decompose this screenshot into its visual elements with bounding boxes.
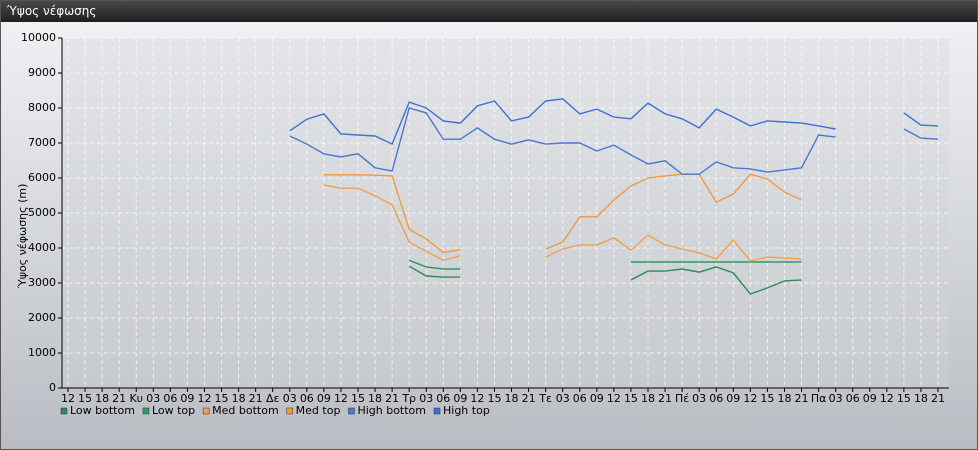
x-tick-label: 09: [590, 392, 604, 405]
x-tick-label: 15: [760, 392, 774, 405]
x-tick-label: 21: [522, 392, 536, 405]
y-axis-label: Ύψος νέφωσης (m): [16, 184, 29, 290]
x-tick-label: 15: [215, 392, 229, 405]
series-line: [323, 173, 802, 254]
x-tick-label: 06: [300, 392, 314, 405]
x-tick-label: 18: [95, 392, 109, 405]
legend-label: Med bottom: [212, 404, 279, 417]
series-line: [408, 265, 802, 295]
x-tick-label: 18: [505, 392, 519, 405]
series-line: [408, 259, 802, 270]
y-tick-label: 1000: [28, 346, 56, 359]
y-tick-label: 5000: [28, 206, 56, 219]
x-tick-label: 09: [453, 392, 467, 405]
x-tick-label: 12: [334, 392, 348, 405]
legend-label: Med top: [296, 404, 341, 417]
x-tick-label: 18: [777, 392, 791, 405]
x-tick-label: 15: [624, 392, 638, 405]
legend-swatch: [60, 407, 68, 415]
y-tick-label: 4000: [28, 241, 56, 254]
x-tick-label: 15: [897, 392, 911, 405]
x-tick-label: 03: [419, 392, 433, 405]
x-tick-label: 15: [351, 392, 365, 405]
x-tick-label: 06: [846, 392, 860, 405]
x-tick-label: 09: [317, 392, 331, 405]
x-tick-label: 18: [368, 392, 382, 405]
x-tick-label: 09: [863, 392, 877, 405]
x-tick-label: 03: [556, 392, 570, 405]
legend-label: High top: [443, 404, 490, 417]
y-tick-label: 0: [49, 381, 56, 394]
x-tick-label: Τρ: [401, 392, 416, 405]
legend-swatch: [286, 407, 293, 415]
x-tick-label: Δε: [266, 392, 280, 405]
x-tick-label: 03: [829, 392, 843, 405]
legend-label: Low bottom: [70, 404, 135, 417]
title-bar: Ύψος νέφωσης: [1, 1, 977, 22]
y-tick-label: 6000: [28, 171, 56, 184]
x-tick-label: 09: [726, 392, 740, 405]
x-tick-label: 21: [249, 392, 263, 405]
x-tick-label: 06: [436, 392, 450, 405]
legend-label: High bottom: [357, 404, 426, 417]
x-tick-label: 12: [197, 392, 211, 405]
y-tick-label: 9000: [28, 66, 56, 79]
x-tick-label: Κυ: [129, 392, 143, 405]
y-tick-label: 7000: [28, 136, 56, 149]
y-tick-label: 3000: [28, 276, 56, 289]
x-tick-label: 09: [180, 392, 194, 405]
x-tick-label: 12: [880, 392, 894, 405]
series-line: [289, 98, 939, 146]
x-tick-label: Τε: [538, 392, 552, 405]
x-tick-label: 15: [78, 392, 92, 405]
x-tick-label: Πα: [811, 392, 827, 405]
x-tick-label: 06: [709, 392, 723, 405]
x-tick-label: 06: [163, 392, 177, 405]
y-tick-label: 10000: [21, 31, 56, 44]
legend-swatch: [202, 407, 210, 415]
x-tick-label: 12: [470, 392, 484, 405]
x-tick-label: 12: [743, 392, 757, 405]
x-tick-label: 21: [931, 392, 945, 405]
x-tick-label: 03: [283, 392, 297, 405]
x-tick-label: 03: [146, 392, 160, 405]
y-tick-label: 8000: [28, 101, 56, 114]
x-tick-label: 21: [795, 392, 809, 405]
legend-swatch: [142, 407, 150, 415]
x-tick-label: 12: [607, 392, 621, 405]
x-tick-label: 18: [232, 392, 246, 405]
legend-label: Low top: [152, 404, 195, 417]
series-line: [323, 184, 802, 262]
x-tick-label: 18: [914, 392, 928, 405]
legend-swatch: [433, 407, 441, 415]
x-tick-label: 21: [385, 392, 399, 405]
y-tick-label: 2000: [28, 311, 56, 324]
x-tick-label: 18: [641, 392, 655, 405]
x-tick-label: 15: [487, 392, 501, 405]
x-tick-label: 21: [658, 392, 672, 405]
series-line: [289, 107, 939, 175]
x-tick-label: Πέ: [675, 392, 689, 405]
legend-swatch: [348, 407, 355, 415]
x-tick-label: 06: [573, 392, 587, 405]
x-tick-label: 21: [112, 392, 126, 405]
x-tick-label: 12: [61, 392, 75, 405]
x-tick-label: 03: [692, 392, 706, 405]
